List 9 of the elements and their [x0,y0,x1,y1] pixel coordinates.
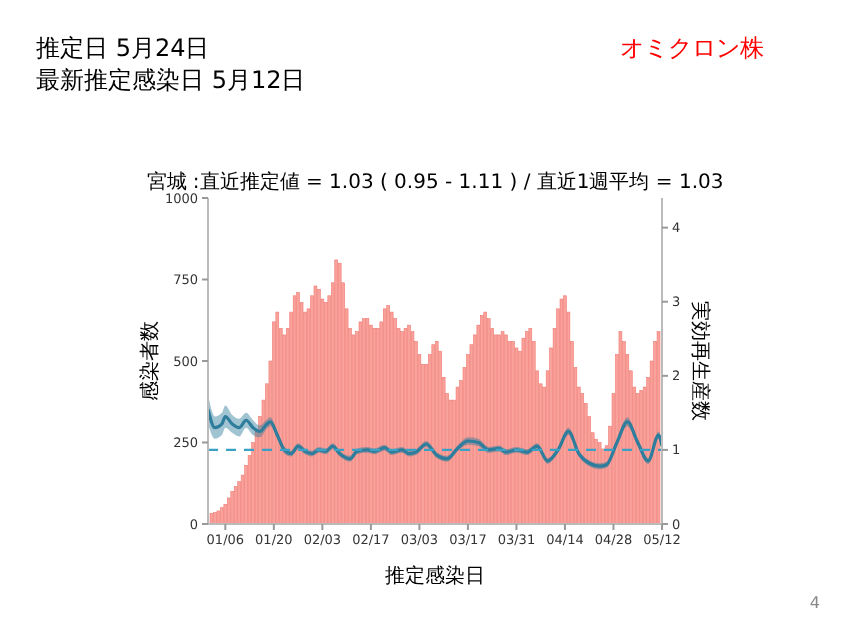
line-series [208,407,662,468]
text: 最新推定感染日 5月12日 [36,66,306,94]
text: 推定日 5月24日 [36,34,210,62]
y-axis-title: 感染者数 [138,321,162,401]
x-axis-title: 推定感染日 [385,564,485,588]
chart-title: 宮城 :直近推定値 = 1.03 ( 0.95 - 1.11 ) / 直近1週平均 = 1.03 [146,170,724,194]
text: 4 [809,594,820,612]
y2-axis-title: 実効再生産数 [688,301,712,421]
text: オミクロン株 [620,34,764,62]
